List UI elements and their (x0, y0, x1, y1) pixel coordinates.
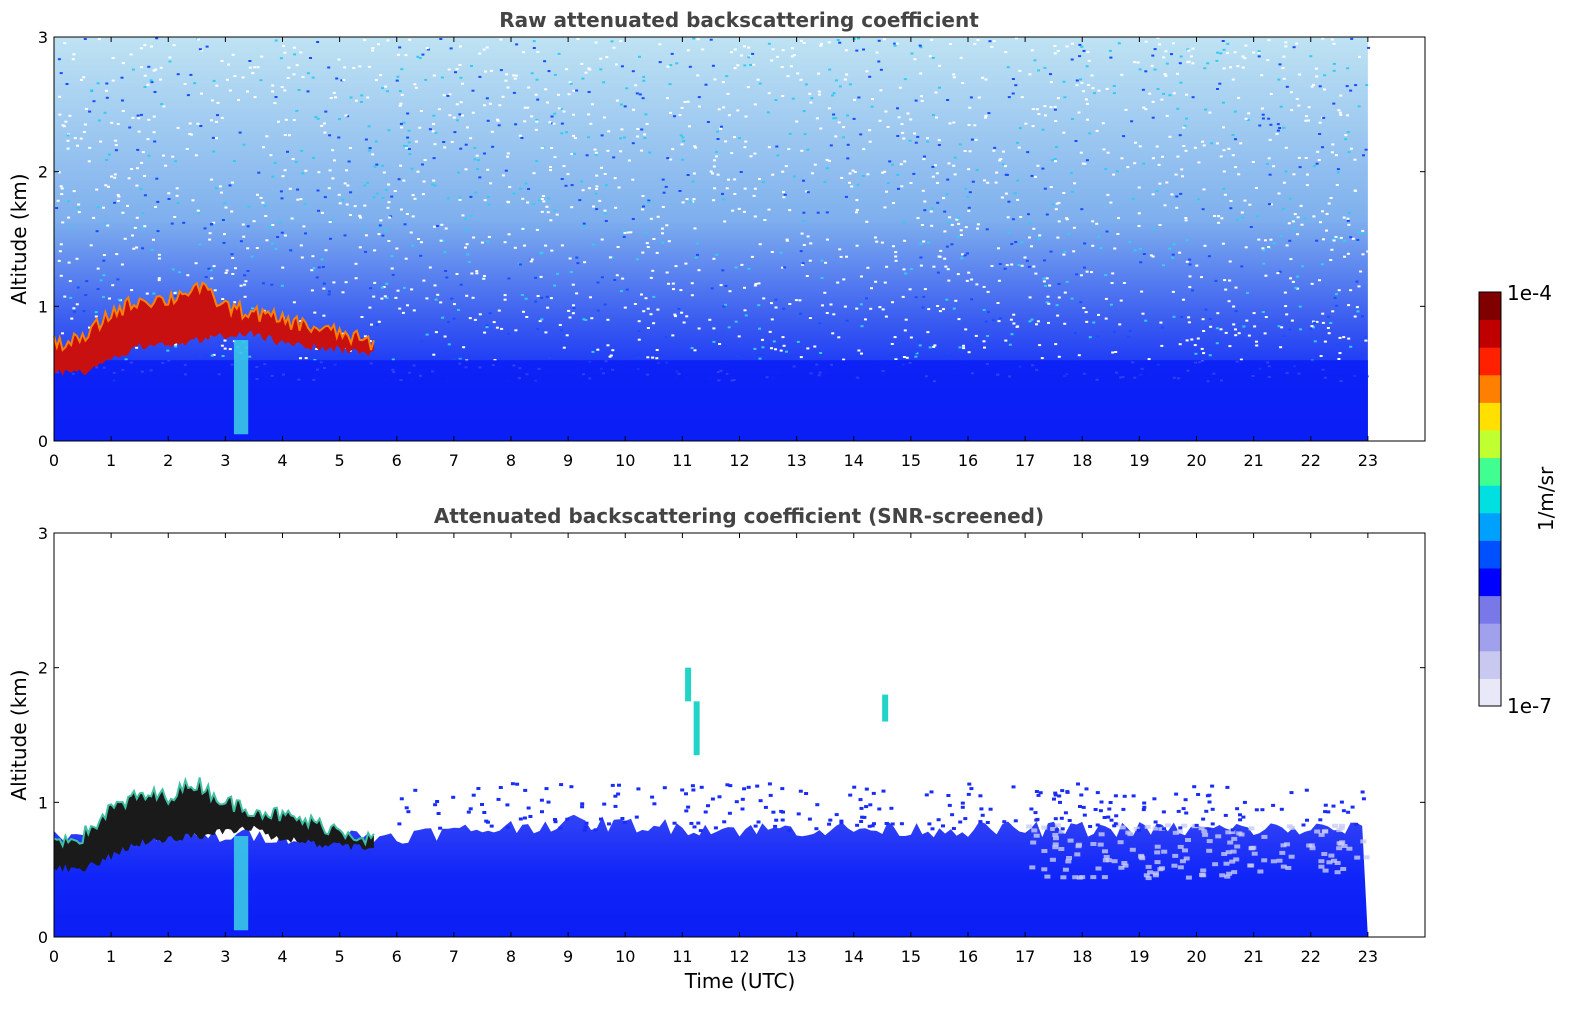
x-tick-label: 19 (1129, 947, 1149, 966)
x-tick-label: 8 (506, 947, 516, 966)
colorbar-swatch (1479, 678, 1501, 707)
x-tick-label: 5 (335, 947, 345, 966)
panel-2-title: Attenuated backscattering coefficient (S… (434, 504, 1044, 528)
x-tick-label: 13 (786, 451, 806, 470)
colorbar-min-label: 1e-7 (1507, 694, 1552, 718)
x-tick-label: 7 (449, 947, 459, 966)
colorbar-swatch (1479, 402, 1501, 431)
x-tick-label: 20 (1186, 451, 1206, 470)
aerosol-layer-top-edge (53, 776, 375, 849)
x-tick-label: 10 (615, 451, 635, 470)
x-tick-label: 4 (277, 451, 287, 470)
colorbar-swatch (1479, 512, 1501, 541)
x-tick-label: 7 (449, 451, 459, 470)
x-tick-label: 22 (1301, 947, 1321, 966)
raw-speckle (55, 37, 1371, 383)
panel-2-ylabel: Altitude (km) (7, 669, 31, 800)
y-tick-label: 0 (38, 432, 48, 451)
colorbar-swatch (1479, 595, 1501, 624)
colorbar-max-label: 1e-4 (1507, 281, 1552, 305)
colorbar-swatch (1479, 485, 1501, 514)
x-tick-label: 11 (672, 947, 692, 966)
y-tick-label: 3 (38, 28, 48, 47)
x-tick-label: 17 (1015, 451, 1035, 470)
colorbar-swatch (1479, 319, 1501, 348)
x-tick-label: 9 (563, 451, 573, 470)
y-tick-label: 0 (38, 928, 48, 947)
x-tick-label: 8 (506, 451, 516, 470)
colorbar-swatch (1479, 457, 1501, 486)
colorbar-swatch (1479, 568, 1501, 597)
plume-feature (685, 667, 692, 702)
x-tick-label: 1 (106, 451, 116, 470)
x-tick-label: 4 (277, 947, 287, 966)
colorbar-unit-label: 1/m/sr (1534, 466, 1558, 531)
x-tick-label: 6 (392, 451, 402, 470)
colorbar-swatch (1479, 623, 1501, 652)
colorbar: 1e-4 1e-7 1/m/sr (1478, 281, 1558, 718)
x-tick-label: 12 (729, 451, 749, 470)
x-tick-label: 9 (563, 947, 573, 966)
panel-2-xlabel: Time (UTC) (684, 969, 796, 993)
x-tick-label: 21 (1243, 451, 1263, 470)
raw-backscatter-plot-area: 0 1 2 3 4 5 6 7 8 9 10 11 12 13 14 15 16 17 18 19 20 21 22 2301… (38, 28, 1426, 470)
screened-backscatter-panel: Attenuated backscattering coefficient (S… (7, 504, 1426, 993)
x-tick-label: 16 (958, 451, 978, 470)
x-tick-label: 15 (901, 947, 921, 966)
x-tick-label: 13 (786, 947, 806, 966)
panel-1-ylabel: Altitude (km) (7, 173, 31, 304)
x-tick-label: 0 (49, 947, 59, 966)
colorbar-swatch (1479, 374, 1501, 403)
aerosol-layer (54, 777, 374, 873)
raw-backscatter-panel: Raw attenuated backscattering coefficien… (7, 8, 1426, 470)
x-tick-label: 15 (901, 451, 921, 470)
colorbar-swatch (1479, 430, 1501, 459)
x-tick-label: 12 (729, 947, 749, 966)
x-tick-label: 14 (844, 451, 864, 470)
x-tick-label: 19 (1129, 451, 1149, 470)
x-tick-label: 20 (1186, 947, 1206, 966)
raw-surface-layer (54, 360, 1368, 441)
x-tick-label: 17 (1015, 947, 1035, 966)
x-tick-label: 2 (163, 947, 173, 966)
colorbar-swatch (1479, 292, 1501, 321)
x-tick-label: 18 (1072, 947, 1092, 966)
y-tick-label: 1 (38, 297, 48, 316)
cyan-plume (233, 340, 249, 435)
x-tick-label: 2 (163, 451, 173, 470)
x-tick-label: 16 (958, 947, 978, 966)
x-tick-label: 0 (49, 451, 59, 470)
x-tick-label: 11 (672, 451, 692, 470)
colorbar-swatches (1479, 292, 1501, 707)
colorbar-frame (1478, 291, 1502, 707)
colorbar-swatch (1479, 540, 1501, 569)
aerosol-layer-top-edge (53, 281, 375, 352)
x-tick-label: 3 (220, 451, 230, 470)
x-tick-label: 6 (392, 947, 402, 966)
panel-1-title: Raw attenuated backscattering coefficien… (499, 8, 979, 32)
y-tick-label: 3 (38, 524, 48, 543)
x-tick-label: 23 (1358, 451, 1378, 470)
y-tick-label: 2 (38, 163, 48, 182)
x-tick-label: 22 (1301, 451, 1321, 470)
plume-feature (693, 701, 700, 756)
screened-backscatter-plot-area: 0 1 2 3 4 5 6 7 8 9 10 11 12 13 14 15 16 17 18 19 20 21 22 2301… (38, 524, 1426, 966)
x-tick-label: 1 (106, 947, 116, 966)
cyan-plume (233, 836, 249, 931)
x-tick-label: 18 (1072, 451, 1092, 470)
plume-feature (882, 694, 889, 722)
colorbar-swatch (1479, 347, 1501, 376)
x-tick-label: 10 (615, 947, 635, 966)
x-tick-label: 23 (1358, 947, 1378, 966)
y-tick-label: 2 (38, 659, 48, 678)
x-tick-label: 3 (220, 947, 230, 966)
x-tick-label: 14 (844, 947, 864, 966)
x-tick-label: 21 (1243, 947, 1263, 966)
x-tick-label: 5 (335, 451, 345, 470)
y-tick-label: 1 (38, 793, 48, 812)
screened-signal-area (54, 814, 1368, 937)
colorbar-swatch (1479, 650, 1501, 679)
